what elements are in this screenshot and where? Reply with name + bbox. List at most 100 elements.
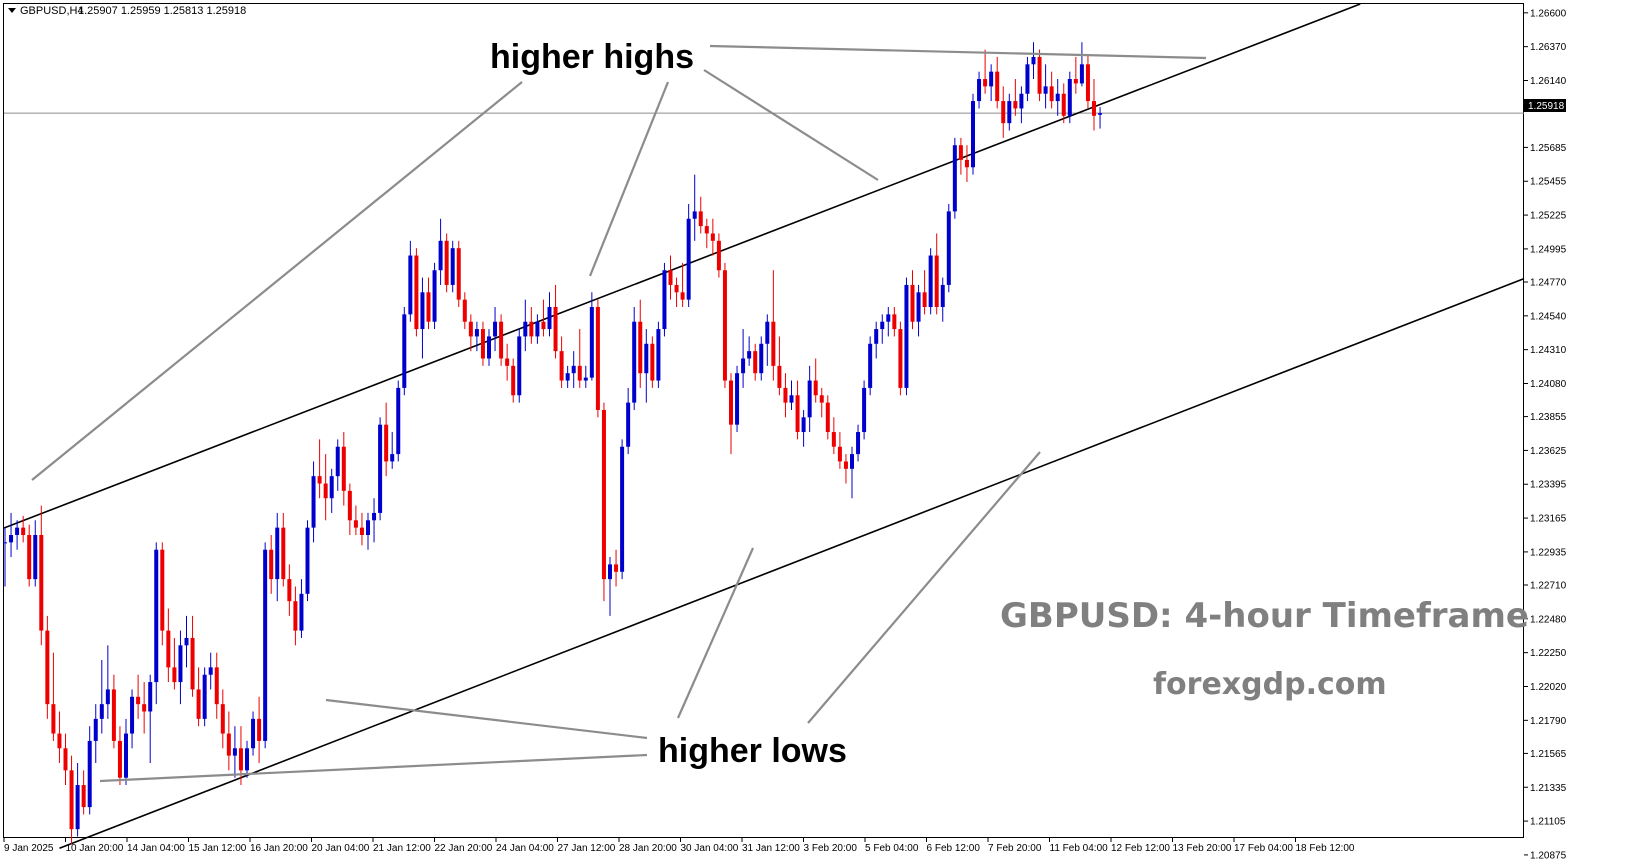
candle-body [1025,64,1030,94]
candle-body [1031,56,1036,65]
candle [868,336,873,396]
candle [741,329,746,388]
candle-body [934,255,939,308]
candle [650,336,655,388]
candle [704,218,709,249]
candle [142,682,147,734]
candle-body [372,512,377,521]
candle [51,652,56,741]
candle [251,711,256,756]
y-tick-label: 1.24770 [1530,278,1567,289]
candle-body [971,101,975,168]
time-axis[interactable]: 9 Jan 2025 10 Jan 20:00 14 Jan 04:00 15 Jan… [3,838,1355,854]
candle [384,402,389,477]
candle [952,137,957,219]
candle-body [1013,101,1018,109]
candle-body [323,483,328,499]
candle [1098,107,1103,129]
candle-body [15,527,20,535]
current-price-label: 1.25918 [1528,101,1565,112]
y-tick-label: 1.22480 [1530,614,1567,625]
y-tick-label: 1.24310 [1530,345,1567,356]
candle [293,586,298,646]
y-tick-label: 1.21565 [1530,749,1567,760]
candle [269,534,274,594]
y-tick-label: 1.23165 [1530,514,1567,525]
candle-body [783,387,788,403]
x-tick-label: 20 Jan 04:00 [312,843,370,854]
candle [626,387,631,455]
candle-body [801,417,806,433]
x-tick-label: 14 Jan 04:00 [127,843,185,854]
candle-body [1049,86,1054,102]
candle-body [904,284,909,388]
candle-body [130,696,135,734]
candle-body [825,402,830,433]
candle [402,307,407,396]
y-tick-label: 1.24080 [1530,379,1567,390]
y-tick-label: 1.24540 [1530,311,1567,322]
candle [722,262,727,388]
candle-body [432,270,437,322]
candle [408,240,413,322]
candle [904,277,909,396]
candle-body [359,527,364,535]
candle [934,233,939,315]
candle [1092,79,1096,131]
candle-body [1055,93,1060,102]
candle-body [547,307,552,330]
higher-lows-label: higher lows [658,732,847,770]
candle [281,512,286,587]
candle [366,512,370,550]
candle-body [245,748,249,771]
candle [692,174,697,241]
candle [843,454,848,484]
y-tick-label: 1.26370 [1530,42,1567,53]
candle-body [3,542,7,544]
candle-body [656,329,661,381]
candle-body [105,689,110,705]
candle [523,299,528,352]
candle-body [196,689,201,719]
y-tick-label: 1.24995 [1530,244,1567,255]
candle [995,56,1000,109]
candle [1019,86,1024,124]
candle-body [650,343,655,381]
candle [287,564,292,616]
candle [378,417,383,521]
candle-body [190,637,195,690]
candle [160,542,165,646]
candle-body [414,255,419,330]
candle-body [892,314,897,330]
candle-body [1098,113,1103,115]
candle-body [910,284,915,322]
annotation-pointers [31,44,1207,783]
candle-body [1073,79,1078,84]
candle [825,395,830,440]
y-tick-label: 1.21790 [1530,716,1567,727]
candle-body [958,145,963,160]
candle-body [269,549,274,580]
candle-body [601,409,606,580]
candle [456,240,461,308]
y-tick-label: 1.26600 [1530,8,1567,19]
candle-body [505,358,510,366]
candle [124,718,128,786]
candle [57,711,62,763]
candle-body [668,270,673,285]
candle [154,542,159,705]
candle-body [614,564,619,572]
price-axis[interactable]: 1.26600 1.26370 1.26140 1.25685 1.25455 1.252… [1524,8,1567,861]
candle [813,358,818,403]
candle [202,667,207,727]
candle [1013,79,1018,116]
candle-body [856,432,861,455]
triangle-down-icon[interactable] [8,8,16,13]
candle [589,292,594,381]
candle [783,373,788,418]
candle-body [33,534,38,580]
candle-body [487,336,491,359]
candle [565,365,570,388]
